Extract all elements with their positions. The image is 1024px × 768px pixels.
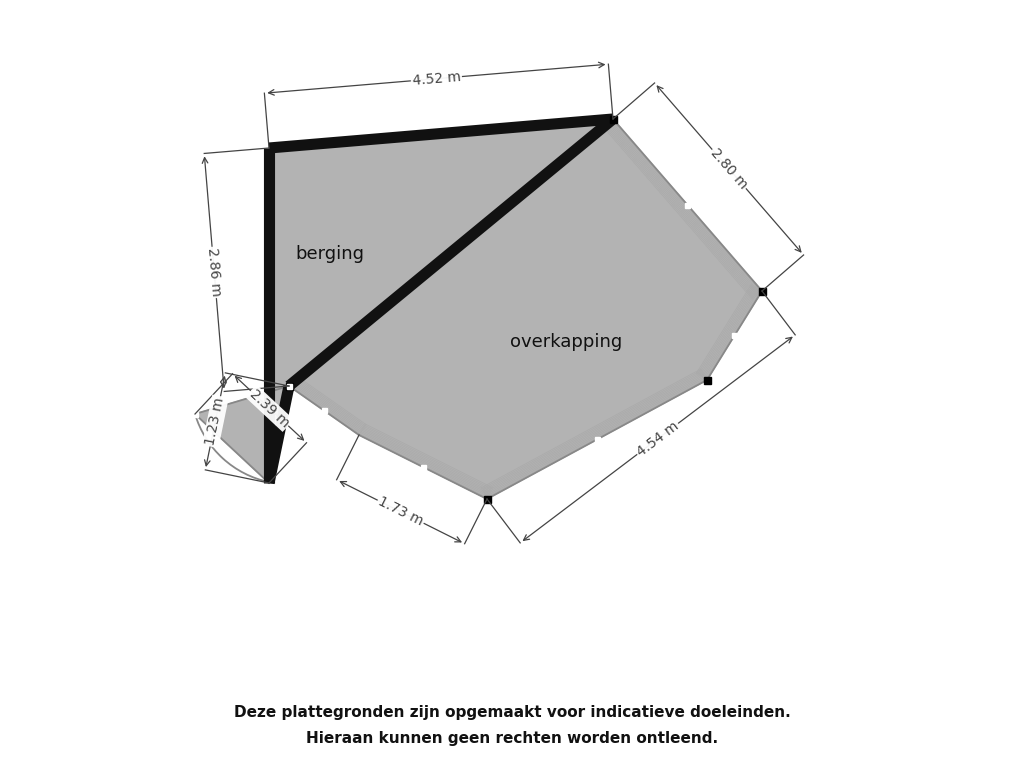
- Polygon shape: [269, 119, 613, 483]
- Text: overkapping: overkapping: [510, 333, 623, 351]
- Bar: [609, 115, 616, 123]
- Bar: [421, 465, 426, 469]
- Text: Hieraan kunnen geen rechten worden ontleend.: Hieraan kunnen geen rechten worden ontle…: [306, 730, 718, 746]
- Text: 1.73 m: 1.73 m: [376, 495, 426, 529]
- Bar: [732, 333, 737, 338]
- Bar: [703, 376, 711, 383]
- Bar: [483, 495, 490, 502]
- Bar: [759, 287, 766, 294]
- Bar: [595, 437, 599, 442]
- Text: berging: berging: [296, 245, 365, 263]
- Polygon shape: [289, 119, 762, 499]
- Polygon shape: [195, 386, 289, 483]
- Text: 2.80 m: 2.80 m: [708, 146, 751, 192]
- Text: 4.54 m: 4.54 m: [634, 419, 681, 459]
- Text: 1.23 m: 1.23 m: [204, 396, 227, 447]
- Bar: [322, 408, 327, 413]
- Bar: [685, 203, 690, 207]
- Text: 2.86 m: 2.86 m: [205, 247, 223, 297]
- Text: 4.52 m: 4.52 m: [412, 70, 461, 88]
- Bar: [287, 383, 292, 389]
- Text: Deze plattegronden zijn opgemaakt voor indicatieve doeleinden.: Deze plattegronden zijn opgemaakt voor i…: [233, 706, 791, 720]
- Bar: [286, 382, 293, 389]
- Bar: [193, 412, 198, 416]
- Text: 2.39 m: 2.39 m: [247, 386, 292, 430]
